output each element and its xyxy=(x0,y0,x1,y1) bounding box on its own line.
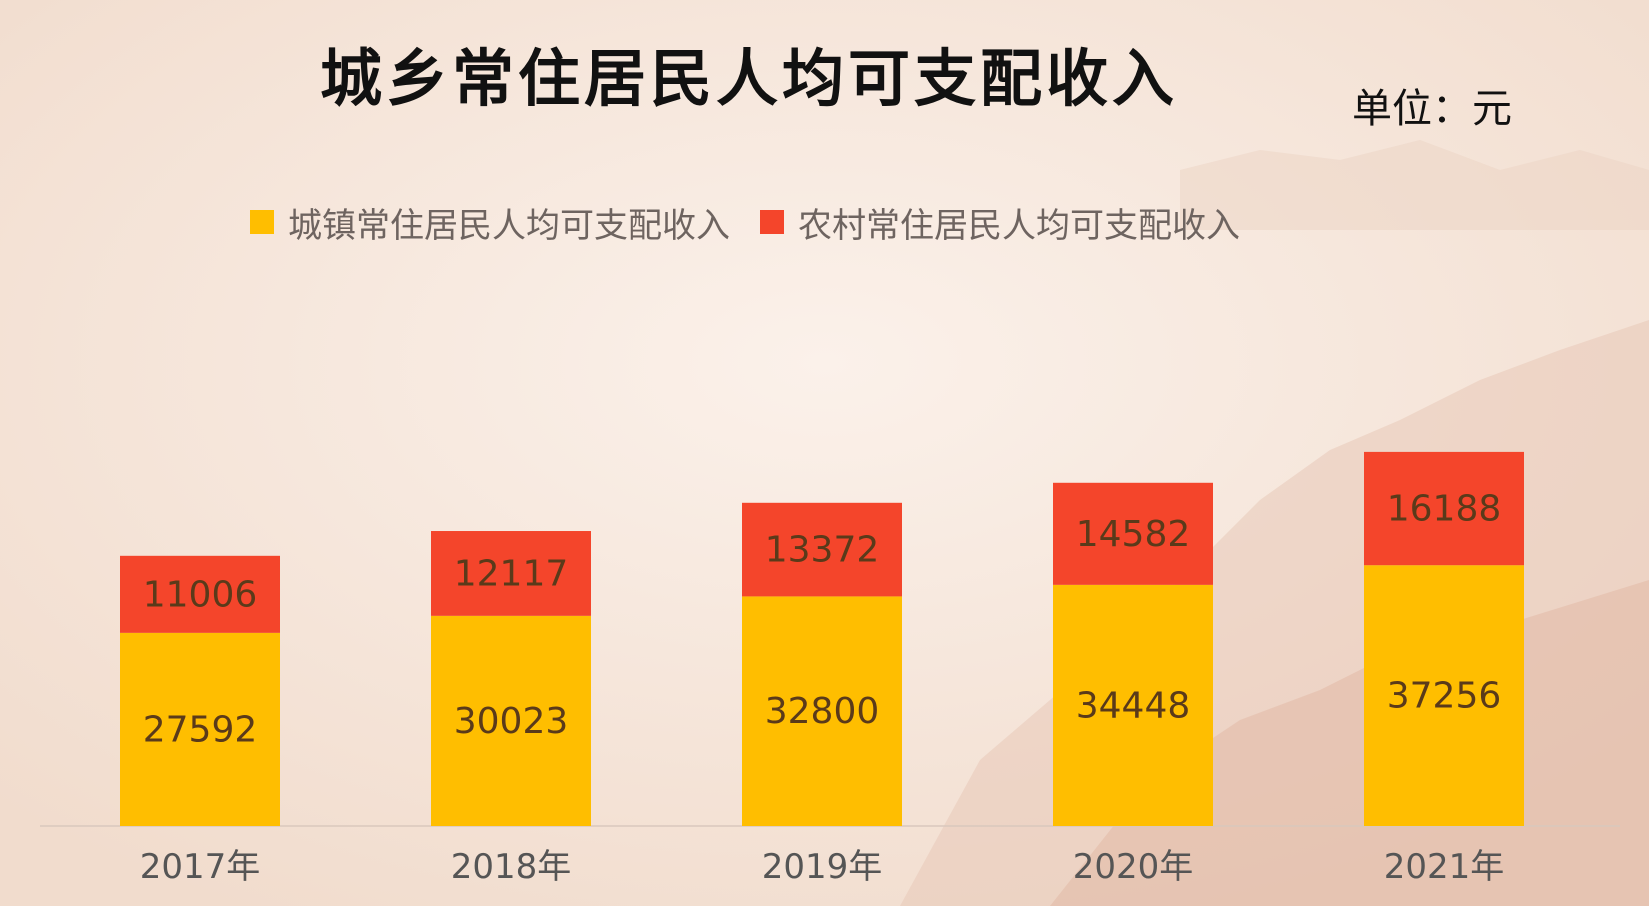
bar-urban-2 xyxy=(742,596,902,826)
bar-urban-0 xyxy=(120,632,280,826)
data-label-urban-1: 30023 xyxy=(454,701,569,742)
bar-rural-4 xyxy=(1364,451,1524,566)
data-label-rural-1: 12117 xyxy=(454,553,569,594)
x-tick-label-2: 2019年 xyxy=(762,847,883,887)
data-label-rural-4: 16188 xyxy=(1387,489,1502,530)
legend: 城镇常住居民人均可支配收入 农村常住居民人均可支配收入 xyxy=(250,198,1270,247)
data-label-rural-2: 13372 xyxy=(765,530,880,571)
data-label-urban-2: 32800 xyxy=(765,691,880,732)
unit-label: 单位：元 xyxy=(1352,86,1512,132)
legend-label-rural: 农村常住居民人均可支配收入 xyxy=(798,205,1240,246)
data-label-rural-0: 11006 xyxy=(143,574,258,615)
x-tick-label-0: 2017年 xyxy=(140,847,261,887)
bar-urban-4 xyxy=(1364,565,1524,826)
data-label-urban-4: 37256 xyxy=(1387,676,1502,717)
data-label-urban-3: 34448 xyxy=(1076,685,1191,726)
legend-swatch-urban xyxy=(250,210,274,234)
legend-label-urban: 城镇常住居民人均可支配收入 xyxy=(288,205,730,246)
x-tick-label-1: 2018年 xyxy=(451,847,572,887)
legend-item-rural: 农村常住居民人均可支配收入 xyxy=(760,198,1240,247)
bar-urban-1 xyxy=(431,615,591,826)
chart-title: 城乡常住居民人均可支配收入 xyxy=(320,42,1179,115)
legend-swatch-rural xyxy=(760,210,784,234)
bar-rural-0 xyxy=(120,555,280,633)
x-tick-label-3: 2020年 xyxy=(1073,847,1194,887)
bar-rural-1 xyxy=(431,531,591,616)
data-label-urban-0: 27592 xyxy=(143,709,258,750)
data-label-rural-3: 14582 xyxy=(1076,514,1191,555)
bar-urban-3 xyxy=(1053,584,1213,826)
bar-rural-3 xyxy=(1053,482,1213,585)
x-tick-label-4: 2021年 xyxy=(1384,847,1505,887)
legend-item-urban: 城镇常住居民人均可支配收入 xyxy=(250,198,730,247)
bar-rural-2 xyxy=(742,502,902,597)
